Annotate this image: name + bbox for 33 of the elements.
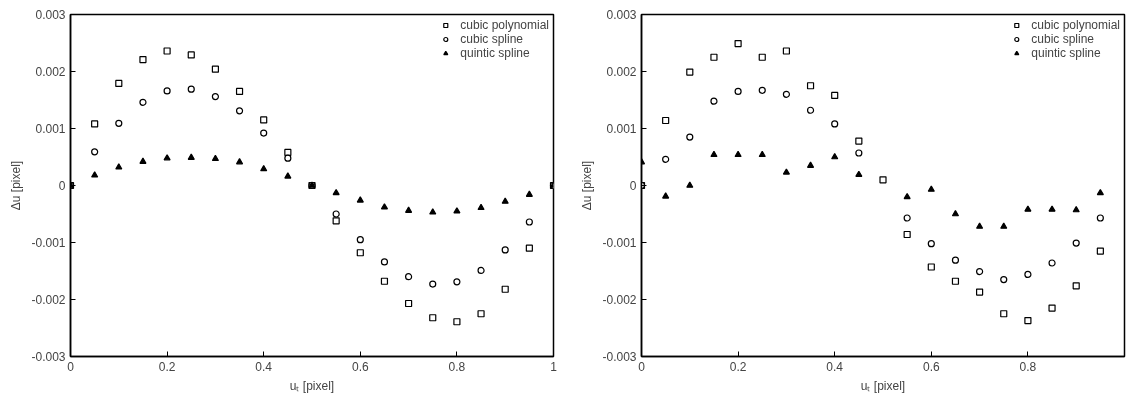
x-tick-label: 0.6 — [922, 359, 940, 374]
y-tick-label: 0.002 — [35, 65, 66, 79]
x-axis-title: uₜ [pixel] — [289, 378, 335, 393]
y-tick-label: 0 — [629, 179, 637, 193]
y-tick-label: 0.003 — [606, 8, 637, 22]
legend-label: quintic spline — [460, 46, 530, 60]
y-tick-label: 0.002 — [606, 65, 637, 79]
y-tick-label: 0.001 — [35, 122, 66, 136]
x-tick-label: 0.4 — [255, 359, 273, 374]
y-tick-label: -0.001 — [602, 236, 637, 250]
y-tick-label: -0.002 — [602, 293, 637, 307]
y-tick-label: -0.003 — [31, 350, 66, 364]
y-axis-title: Δu [pixel] — [9, 160, 24, 211]
y-tick-label: 0 — [58, 179, 66, 193]
y-tick-label: 0.001 — [606, 122, 637, 136]
legend-label: cubic polynomial — [1031, 18, 1120, 32]
y-axis-title: Δu [pixel] — [580, 160, 595, 211]
x-tick-label: 0.6 — [351, 359, 369, 374]
x-tick-label: 0.2 — [729, 359, 747, 374]
y-tick-label: 0.003 — [35, 8, 66, 22]
x-tick-label: 0.4 — [826, 359, 844, 374]
y-tick-label: -0.001 — [31, 236, 66, 250]
legend-label: quintic spline — [1031, 46, 1101, 60]
x-tick-label: 0.8 — [1019, 359, 1037, 374]
legend-label: cubic spline — [1031, 32, 1094, 46]
x-axis-title: uₜ [pixel] — [860, 378, 906, 393]
y-tick-label: -0.003 — [602, 350, 637, 364]
y-tick-label: -0.002 — [31, 293, 66, 307]
x-tick-label: 1 — [550, 359, 558, 374]
legend-label: cubic spline — [460, 32, 523, 46]
x-tick-label: 0.2 — [158, 359, 176, 374]
legend-label: cubic polynomial — [460, 18, 549, 32]
x-tick-label: 0.8 — [448, 359, 466, 374]
